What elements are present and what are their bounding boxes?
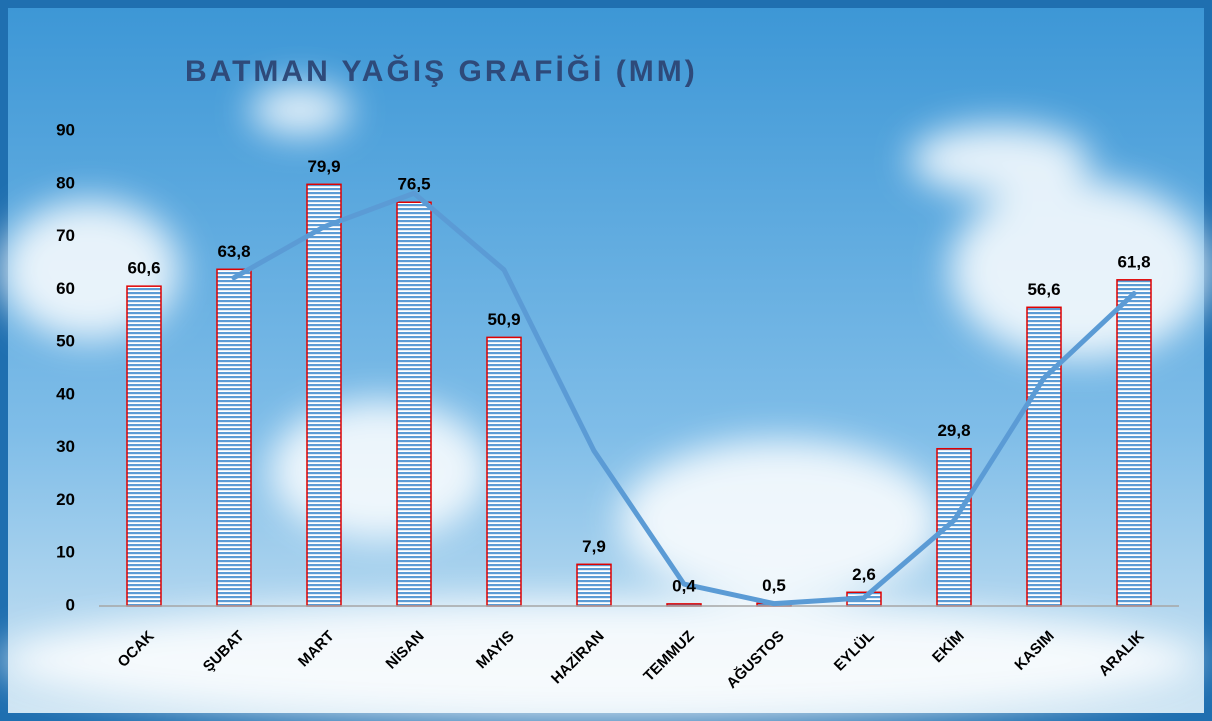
y-tick-label: 20 <box>56 490 75 509</box>
value-label: 0,4 <box>672 576 696 595</box>
y-tick-label: 40 <box>56 384 75 403</box>
y-tick-label: 80 <box>56 173 75 192</box>
value-label: 76,5 <box>397 175 430 194</box>
y-tick-label: 70 <box>56 226 75 245</box>
value-label: 7,9 <box>582 537 606 556</box>
y-tick-label: 30 <box>56 437 75 456</box>
value-label: 29,8 <box>937 421 970 440</box>
bar <box>486 336 522 607</box>
bar <box>576 563 612 607</box>
value-label: 50,9 <box>487 310 520 329</box>
bar <box>1116 279 1152 607</box>
y-tick-label: 90 <box>56 120 75 139</box>
bar <box>306 183 342 607</box>
value-label: 61,8 <box>1117 252 1150 271</box>
bar <box>1026 306 1062 607</box>
y-tick-label: 0 <box>66 595 75 614</box>
bar <box>126 285 162 607</box>
chart-title: BATMAN YAĞIŞ GRAFİĞİ (MM) <box>185 54 698 88</box>
bar <box>396 201 432 607</box>
y-tick-label: 50 <box>56 332 75 351</box>
value-label: 79,9 <box>307 157 340 176</box>
bar <box>216 268 252 607</box>
value-label: 63,8 <box>217 242 250 261</box>
y-tick-label: 60 <box>56 279 75 298</box>
value-label: 56,6 <box>1027 280 1060 299</box>
bar <box>936 447 972 607</box>
value-label: 0,5 <box>762 576 786 595</box>
y-tick-label: 10 <box>56 543 75 562</box>
value-label: 60,6 <box>127 259 160 278</box>
value-label: 2,6 <box>852 565 876 584</box>
trendline <box>231 190 1137 607</box>
